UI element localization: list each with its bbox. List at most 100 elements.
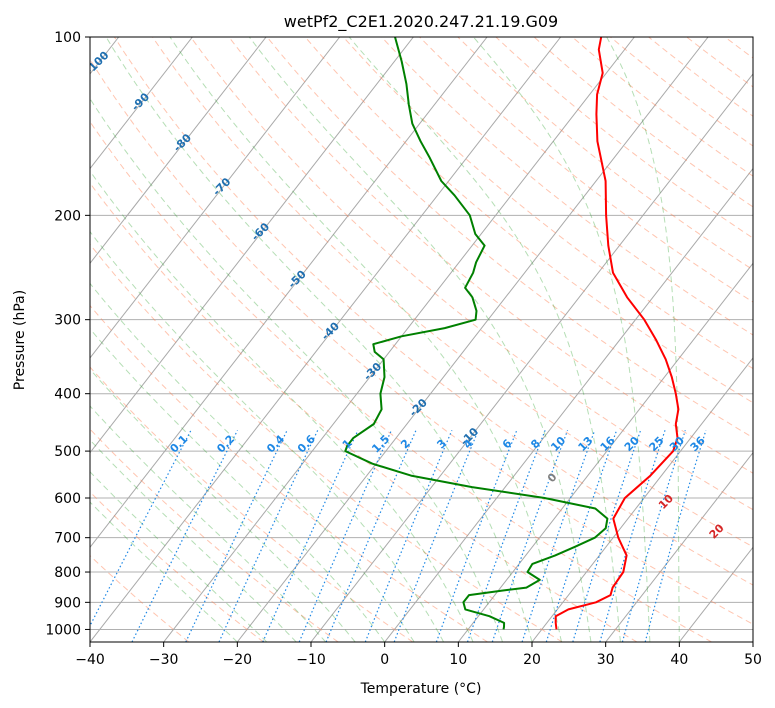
mixing-ratio-line [262,430,359,642]
mixing-ratio-line [131,430,239,642]
dry-adiabat-line [90,58,753,625]
moist-adiabat-line [90,328,386,642]
y-tick-label: 800 [54,565,81,581]
isotherm-line [90,37,414,454]
isotherm-line [310,73,753,642]
mixing-ratio-line [521,430,596,642]
mixing-ratio-line [644,430,707,642]
chart-title: wetPf2_C2E1.2020.247.21.19.G09 [284,12,558,32]
mixing-ratio-line [491,430,569,642]
isotherm-line [90,37,562,642]
isotherm-line [531,357,753,642]
mixing-ratio-label: 3 [434,437,449,452]
x-tick-label: 0 [380,652,389,668]
dry-adiabat-line [90,243,563,642]
dry-adiabat-line [495,37,753,239]
dry-adiabat-line [90,491,264,642]
y-tick-label: 200 [54,208,81,224]
mixing-ratio-label: 2 [398,437,413,452]
moist-adiabat-line [90,97,503,642]
mixing-ratio-label: 0.2 [214,433,237,456]
mixing-ratio-line [435,430,518,642]
moist-adiabat-line [90,170,474,642]
x-tick-label: 30 [597,652,615,668]
mixing-ratio-label: 8 [528,437,543,452]
dry-adiabat-line [686,37,753,88]
mixing-ratio-line [599,430,666,642]
dry-adiabat-line [90,428,339,642]
y-axis-label: Pressure (hPa) [12,290,28,390]
dry-adiabat-line [342,37,753,370]
y-tick-label: 100 [54,30,81,46]
x-tick-label: −30 [149,652,179,668]
dry-adiabat-line [152,37,753,548]
y-tick-label: 1000 [45,622,81,638]
dry-adiabat-line [266,37,753,439]
mixing-ratio-line [218,430,319,642]
x-tick-label: −40 [75,652,105,668]
moist-adiabat-line [105,37,533,642]
mixing-ratio-line [466,430,546,642]
dry-adiabat-line [763,37,775,642]
isotherm-line [90,37,488,549]
isotherm-line [90,37,193,170]
plot-area: -100-90-80-70-60-50-40-30-20-100.1 0.2 0.4… [83,37,775,642]
x-axis-label: Temperature (°C) [360,681,482,697]
moist-adiabat-line [348,37,621,642]
moist-adiabat-line [90,368,356,642]
isotherm-line [236,37,709,642]
x-tick-label: 20 [523,652,541,668]
isotherm-line [457,262,753,642]
dry-adiabat-line [90,366,414,642]
x-tick-label: 40 [670,652,688,668]
mixing-ratio-line [572,430,642,642]
dry-adiabat-line [190,37,753,511]
isotherm-line [384,167,753,642]
dry-adiabat-line [381,37,753,336]
x-tick-label: 10 [449,652,467,668]
x-tick-label: 50 [744,652,762,668]
moist-adiabat-line [90,405,327,642]
plot-frame [89,36,754,643]
mixing-ratio-line [185,430,288,642]
isotherm-line [163,37,635,642]
temperature-profile-line [554,37,680,630]
moist-adiabat-line [90,471,268,642]
dry-adiabat-line [419,37,753,303]
x-tick-label: −10 [296,652,326,668]
mixing-ratio-label: 0.6 [295,432,318,455]
y-tick-label: 700 [54,531,81,547]
dry-adiabat-line [533,37,753,208]
isotherm-line [752,641,753,642]
mixing-ratio-line [545,430,618,642]
mixing-ratio-line [621,430,686,642]
x-tick-label: −20 [223,652,253,668]
dewpoint-profile-line [344,37,609,630]
moist-adiabat-line [606,37,680,642]
isotherm-line [90,37,341,359]
dry-adiabat-line [648,37,753,117]
y-tick-label: 600 [54,491,81,507]
dry-adiabat-label: 20 [707,521,727,541]
moist-adiabat-line [90,501,238,642]
moist-adiabat-line [169,37,562,642]
dry-adiabat-label: 30 [761,546,775,566]
y-tick-label: 300 [54,313,81,329]
mixing-ratio-label: 6 [500,436,515,451]
dry-adiabat-line [610,37,753,147]
isotherm-label: -100 [83,48,112,77]
dry-adiabat-line [457,37,753,271]
isotherm-line [605,451,753,642]
moist-adiabat-line [90,439,297,642]
y-tick-label: 900 [54,595,81,611]
moist-adiabat-line [473,37,651,642]
isotherm-line [90,37,267,265]
moist-adiabat-line [248,37,592,642]
dry-adiabat-line [90,182,638,642]
mixing-ratio-line [364,430,453,642]
mixing-ratio-label: 0.1 [167,433,190,456]
moist-adiabat-line [90,282,415,642]
moist-adiabat-line [90,230,445,642]
mixing-ratio-line [298,430,392,642]
